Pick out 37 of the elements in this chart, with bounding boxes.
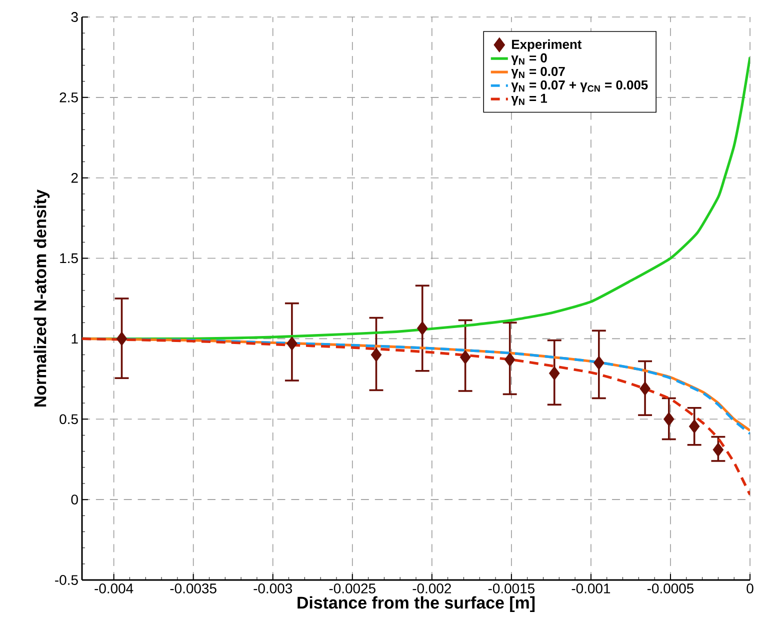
x-tick-label: -0.004 — [94, 584, 134, 594]
line-series — [82, 337, 750, 496]
point — [286, 336, 298, 351]
x-tick-label: -0.003 — [254, 584, 292, 594]
legend-label: γ$_{N}$ = 1 — [511, 94, 548, 106]
legend-label: Experiment — [512, 39, 582, 52]
point — [593, 356, 604, 370]
y-tick-label: 0.5 — [60, 414, 78, 424]
x-tick-label: -0.0035 — [170, 584, 216, 594]
y-tick-label: 2.5 — [60, 92, 78, 102]
point — [116, 332, 128, 346]
point — [504, 352, 516, 367]
y-tick-label: -0.5 — [55, 575, 78, 585]
point — [688, 419, 700, 434]
x-axis-title: Distance from the surface [m] — [298, 596, 535, 612]
y-tick-label: 3 — [71, 12, 78, 22]
point — [370, 348, 382, 362]
y-tick-label: 0 — [71, 494, 78, 505]
legend-label: γ$_{N}$ = 0.07 + γ$_{CN}$ = 0.005 — [511, 80, 648, 92]
x-tick-label: -0.002 — [412, 584, 451, 594]
point — [548, 366, 560, 380]
x-tick-label: -0.001 — [572, 584, 610, 594]
y-tick-label: 1.5 — [60, 253, 78, 264]
point — [663, 412, 674, 426]
x-tick-label: -0.0025 — [329, 584, 376, 594]
y-axis-title: Normalized N-atom density — [34, 189, 50, 407]
point — [712, 442, 724, 457]
legend-label: γ$_{N}$ = 0.07 — [511, 66, 565, 79]
x-tick-label: -0.0005 — [647, 584, 694, 594]
x-tick-label: -0.0015 — [488, 584, 534, 594]
point — [460, 350, 471, 364]
x-tick-label: 0 — [746, 584, 754, 594]
point — [640, 381, 650, 396]
legend-label: γ$_{N}$ = 0 — [511, 53, 547, 66]
y-tick-label: 1 — [72, 334, 78, 344]
point — [416, 321, 428, 336]
y-tick-label: 2 — [71, 172, 78, 183]
